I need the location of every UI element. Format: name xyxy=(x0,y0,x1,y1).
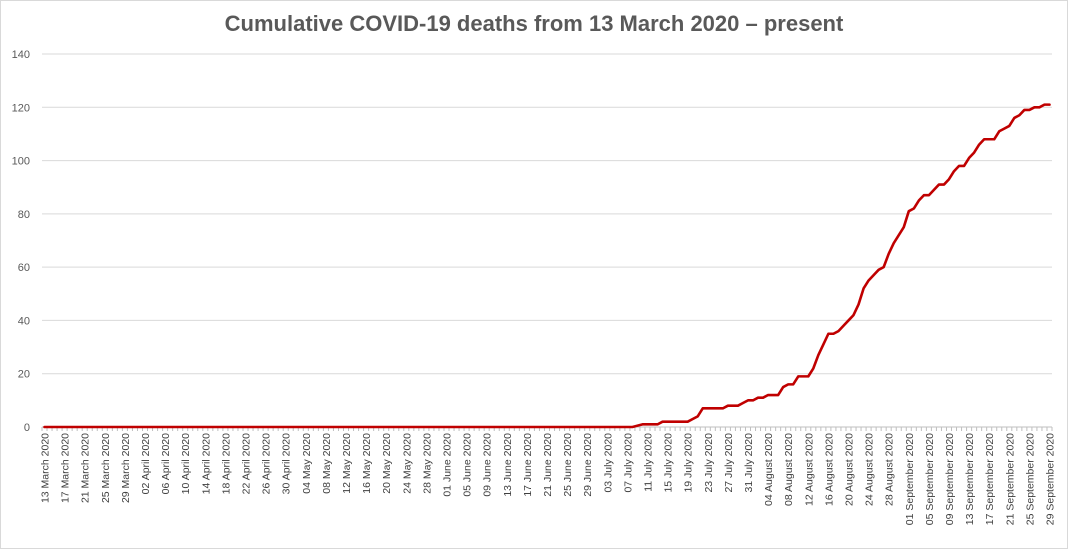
x-tick-label: 08 May 2020 xyxy=(321,433,333,494)
x-tick-label: 12 August 2020 xyxy=(803,433,815,506)
x-tick-label: 10 April 2020 xyxy=(180,433,192,494)
x-tick-label: 08 August 2020 xyxy=(783,433,795,506)
x-tick-label: 24 May 2020 xyxy=(401,433,413,494)
x-tick-label: 28 May 2020 xyxy=(421,433,433,494)
x-tick-label: 30 April 2020 xyxy=(281,433,293,494)
x-tick-label: 29 March 2020 xyxy=(120,433,132,503)
y-tick-label: 60 xyxy=(18,262,30,274)
x-tick-label: 01 September 2020 xyxy=(904,433,916,525)
x-tick-label: 21 September 2020 xyxy=(1004,433,1016,525)
x-tick-label: 21 March 2020 xyxy=(80,433,92,503)
x-tick-label: 09 September 2020 xyxy=(944,433,956,525)
x-tick-label: 12 May 2020 xyxy=(341,433,353,494)
x-tick-label: 03 July 2020 xyxy=(602,433,614,493)
x-tick-label: 11 July 2020 xyxy=(642,433,654,492)
y-tick-label: 120 xyxy=(12,102,30,114)
x-tick-label: 19 July 2020 xyxy=(683,433,695,493)
x-tick-label: 25 September 2020 xyxy=(1024,433,1036,525)
x-tick-label: 16 August 2020 xyxy=(823,433,835,506)
x-tick-label: 04 August 2020 xyxy=(763,433,775,506)
x-tick-label: 17 September 2020 xyxy=(984,433,996,525)
x-tick-label: 17 June 2020 xyxy=(522,433,534,497)
x-tick-label: 09 June 2020 xyxy=(482,433,494,497)
x-tick-label: 29 June 2020 xyxy=(582,433,594,497)
x-tick-label: 01 June 2020 xyxy=(442,433,454,497)
y-tick-label: 100 xyxy=(12,156,30,168)
x-tick-label: 20 August 2020 xyxy=(843,433,855,506)
x-tick-label: 29 September 2020 xyxy=(1044,433,1056,525)
x-tick-label: 26 April 2020 xyxy=(261,433,273,494)
x-tick-label: 23 July 2020 xyxy=(703,433,715,493)
x-tick-label: 13 June 2020 xyxy=(502,433,514,497)
y-tick-label: 80 xyxy=(18,209,30,221)
x-tick-label: 24 August 2020 xyxy=(864,433,876,506)
x-tick-label: 18 April 2020 xyxy=(220,433,232,494)
x-tick-label: 20 May 2020 xyxy=(381,433,393,494)
x-tick-label: 25 March 2020 xyxy=(100,433,112,503)
x-tick-label: 06 April 2020 xyxy=(160,433,172,494)
x-tick-label: 13 March 2020 xyxy=(40,433,52,503)
x-tick-label: 07 July 2020 xyxy=(622,433,634,493)
x-tick-label: 17 March 2020 xyxy=(60,433,72,503)
y-tick-label: 40 xyxy=(18,315,30,327)
x-tick-label: 31 July 2020 xyxy=(743,433,755,493)
y-tick-label: 140 xyxy=(12,49,30,61)
x-tick-label: 05 September 2020 xyxy=(924,433,936,525)
x-tick-label: 16 May 2020 xyxy=(361,433,373,494)
series-line xyxy=(43,103,1051,429)
x-tick-label: 27 July 2020 xyxy=(723,433,735,493)
x-tick-label: 25 June 2020 xyxy=(562,433,574,497)
x-tick-label: 28 August 2020 xyxy=(884,433,896,506)
x-tick-label: 14 April 2020 xyxy=(200,433,212,494)
x-tick-label: 02 April 2020 xyxy=(140,433,152,494)
x-tick-label: 04 May 2020 xyxy=(301,433,313,494)
y-tick-label: 20 xyxy=(18,369,30,381)
x-tick-label: 13 September 2020 xyxy=(964,433,976,525)
x-tick-label: 22 April 2020 xyxy=(241,433,253,494)
chart-title: Cumulative COVID-19 deaths from 13 March… xyxy=(224,11,844,36)
x-tick-label: 05 June 2020 xyxy=(462,433,474,497)
y-tick-label: 0 xyxy=(24,422,30,434)
x-tick-label: 21 June 2020 xyxy=(542,433,554,497)
x-tick-label: 15 July 2020 xyxy=(663,433,675,493)
